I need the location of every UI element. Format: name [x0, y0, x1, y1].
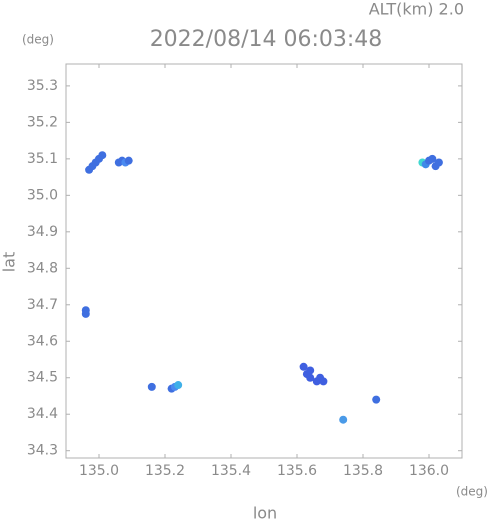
- echo-point: [81, 309, 90, 318]
- y-tick-label: 35.1: [27, 151, 58, 167]
- plot-frame: [65, 63, 463, 459]
- x-tick-label: 135.8: [343, 463, 383, 479]
- y-tick-label: 34.3: [27, 443, 58, 459]
- echo-point: [147, 382, 156, 391]
- echo-point: [434, 158, 443, 167]
- y-tick-label: 34.7: [27, 297, 58, 313]
- y-unit: (deg): [22, 33, 54, 47]
- x-axis-label: lon: [253, 504, 277, 521]
- chart-title: 2022/08/14 06:03:48: [150, 27, 383, 52]
- echo-point: [306, 366, 315, 375]
- x-tick-label: 135.2: [145, 463, 185, 479]
- echo-point: [98, 151, 107, 160]
- echo-point: [299, 362, 308, 371]
- echo-point: [372, 395, 381, 404]
- echo-point: [428, 154, 437, 163]
- y-tick-label: 35.3: [27, 78, 58, 94]
- y-tick-label: 34.5: [27, 370, 58, 386]
- y-axis-label: lat: [0, 252, 19, 273]
- x-tick-label: 135.4: [211, 463, 251, 479]
- x-tick-label: 135.0: [79, 463, 119, 479]
- echo-point: [174, 381, 183, 390]
- y-tick-label: 34.6: [27, 333, 58, 349]
- echo-point: [306, 373, 315, 382]
- echo-point: [339, 415, 348, 424]
- echo-point: [124, 156, 133, 165]
- y-tick-label: 35.2: [27, 114, 58, 130]
- y-tick-label: 34.8: [27, 260, 58, 276]
- x-tick-label: 135.6: [277, 463, 317, 479]
- x-unit: (deg): [456, 485, 488, 499]
- echo-point: [319, 377, 328, 386]
- y-tick-label: 34.9: [27, 224, 58, 240]
- altitude-label: ALT(km) 2.0: [369, 0, 464, 19]
- y-tick-label: 34.4: [27, 406, 58, 422]
- x-tick-label: 136.0: [409, 463, 449, 479]
- y-tick-label: 35.0: [27, 187, 58, 203]
